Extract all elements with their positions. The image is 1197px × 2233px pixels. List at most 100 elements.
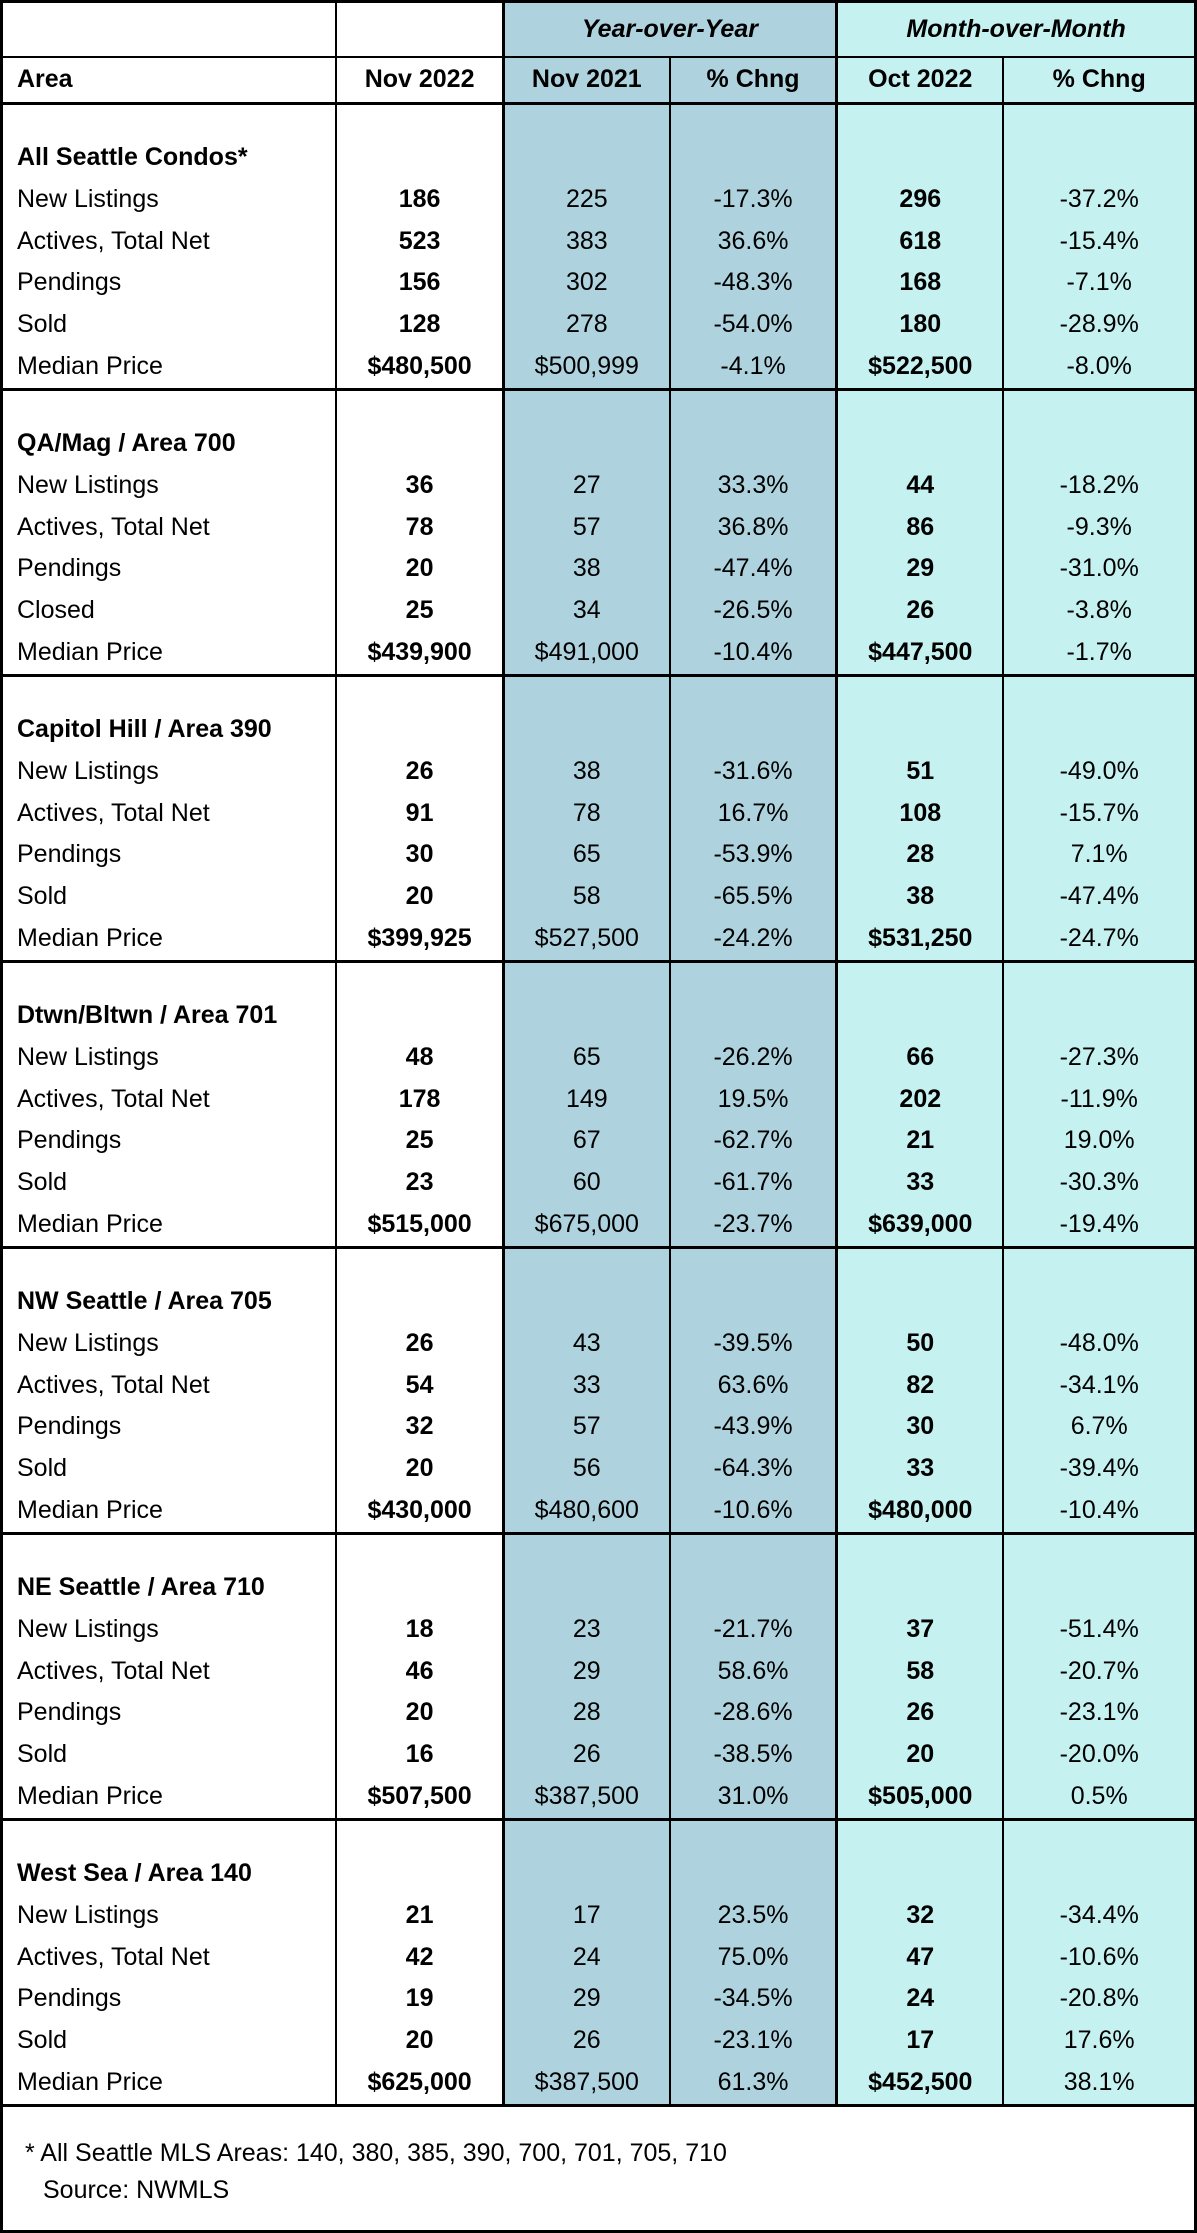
section-title-row: NW Seattle / Area 705 [3, 1281, 1194, 1323]
cell-yoy-pct: 16.7% [670, 793, 837, 835]
cell-nov2022: 20 [336, 2020, 503, 2062]
cell-yoy-pct: 36.6% [670, 221, 837, 263]
cell-nov2022: 30 [336, 834, 503, 876]
cell-mom-pct: -51.4% [1003, 1609, 1194, 1651]
row-label: Pendings [3, 262, 336, 304]
col-header-area: Area [3, 57, 336, 103]
table-row: New Listings362733.3%44-18.2% [3, 465, 1194, 507]
cell-nov2021: 383 [503, 221, 670, 263]
cell-nov2022: 25 [336, 1120, 503, 1162]
section-title-row: West Sea / Area 140 [3, 1853, 1194, 1895]
cell-nov2022: 42 [336, 1937, 503, 1979]
cell-nov2022: 78 [336, 507, 503, 549]
cell-nov2022: 32 [336, 1406, 503, 1448]
cell-oct2022: 50 [837, 1323, 1004, 1365]
row-label: New Listings [3, 1895, 336, 1937]
cell-nov2021: 43 [503, 1323, 670, 1365]
row-label: Median Price [3, 2062, 336, 2105]
cell-nov2022: 25 [336, 590, 503, 632]
row-label: Pendings [3, 548, 336, 590]
row-label: Sold [3, 304, 336, 346]
section-title: NE Seattle / Area 710 [3, 1567, 336, 1609]
header-yoy-group: Year-over-Year [503, 3, 836, 57]
cell-nov2021: 58 [503, 876, 670, 918]
cell-yoy-pct: -47.4% [670, 548, 837, 590]
row-label: Actives, Total Net [3, 1651, 336, 1693]
table-row: Median Price$515,000$675,000-23.7%$639,0… [3, 1204, 1194, 1247]
cell-nov2021: 23 [503, 1609, 670, 1651]
cell-oct2022: 37 [837, 1609, 1004, 1651]
table-row: Actives, Total Net462958.6%58-20.7% [3, 1651, 1194, 1693]
cell-mom-pct: -1.7% [1003, 632, 1194, 675]
cell-nov2021: 27 [503, 465, 670, 507]
gap-row [3, 1247, 1194, 1281]
cell-nov2022: 178 [336, 1079, 503, 1121]
cell-yoy-pct: -24.2% [670, 918, 837, 961]
cell-mom-pct: -31.0% [1003, 548, 1194, 590]
cell-nov2022: 19 [336, 1978, 503, 2020]
cell-yoy-pct: -54.0% [670, 304, 837, 346]
table-row: Median Price$480,500$500,999-4.1%$522,50… [3, 346, 1194, 389]
row-label: Pendings [3, 834, 336, 876]
cell-mom-pct: 6.7% [1003, 1406, 1194, 1448]
cell-mom-pct: -8.0% [1003, 346, 1194, 389]
cell-mom-pct: 0.5% [1003, 1776, 1194, 1819]
cell-yoy-pct: 36.8% [670, 507, 837, 549]
cell-oct2022: $531,250 [837, 918, 1004, 961]
row-label: New Listings [3, 1323, 336, 1365]
footer-source: Source: NWMLS [25, 2172, 1180, 2210]
cell-mom-pct: -34.4% [1003, 1895, 1194, 1937]
row-label: Actives, Total Net [3, 1365, 336, 1407]
cell-nov2021: $387,500 [503, 2062, 670, 2105]
cell-nov2021: 65 [503, 834, 670, 876]
row-label: Pendings [3, 1406, 336, 1448]
cell-nov2021: 67 [503, 1120, 670, 1162]
cell-nov2021: 60 [503, 1162, 670, 1204]
row-label: Closed [3, 590, 336, 632]
cell-yoy-pct: -31.6% [670, 751, 837, 793]
cell-nov2022: $439,900 [336, 632, 503, 675]
col-header-oct2022: Oct 2022 [837, 57, 1004, 103]
table-row: Actives, Total Net543363.6%82-34.1% [3, 1365, 1194, 1407]
cell-oct2022: 66 [837, 1037, 1004, 1079]
cell-oct2022: 38 [837, 876, 1004, 918]
row-label: New Listings [3, 1609, 336, 1651]
cell-oct2022: 33 [837, 1162, 1004, 1204]
cell-yoy-pct: -17.3% [670, 179, 837, 221]
cell-nov2021: $387,500 [503, 1776, 670, 1819]
table-row: Pendings3065-53.9%287.1% [3, 834, 1194, 876]
table-row: Pendings156302-48.3%168-7.1% [3, 262, 1194, 304]
cell-oct2022: $522,500 [837, 346, 1004, 389]
table-row: Actives, Total Net917816.7%108-15.7% [3, 793, 1194, 835]
table-row: Closed2534-26.5%26-3.8% [3, 590, 1194, 632]
cell-oct2022: 618 [837, 221, 1004, 263]
cell-nov2022: 20 [336, 1692, 503, 1734]
cell-mom-pct: -27.3% [1003, 1037, 1194, 1079]
cell-nov2021: 29 [503, 1978, 670, 2020]
cell-nov2022: 46 [336, 1651, 503, 1693]
cell-nov2022: 21 [336, 1895, 503, 1937]
row-label: New Listings [3, 1037, 336, 1079]
cell-yoy-pct: 19.5% [670, 1079, 837, 1121]
cell-nov2022: 91 [336, 793, 503, 835]
cell-nov2022: $507,500 [336, 1776, 503, 1819]
gap-row [3, 103, 1194, 137]
row-label: Actives, Total Net [3, 1937, 336, 1979]
row-label: New Listings [3, 465, 336, 507]
cell-nov2021: 302 [503, 262, 670, 304]
cell-yoy-pct: -10.4% [670, 632, 837, 675]
table-row: Sold128278-54.0%180-28.9% [3, 304, 1194, 346]
cell-nov2021: 225 [503, 179, 670, 221]
section-title-row: NE Seattle / Area 710 [3, 1567, 1194, 1609]
row-label: Pendings [3, 1978, 336, 2020]
cell-yoy-pct: -10.6% [670, 1490, 837, 1533]
table-row: Pendings2038-47.4%29-31.0% [3, 548, 1194, 590]
row-label: Pendings [3, 1692, 336, 1734]
cell-oct2022: 108 [837, 793, 1004, 835]
cell-yoy-pct: -34.5% [670, 1978, 837, 2020]
row-label: Median Price [3, 1490, 336, 1533]
cell-mom-pct: -34.1% [1003, 1365, 1194, 1407]
cell-oct2022: $505,000 [837, 1776, 1004, 1819]
cell-nov2022: 36 [336, 465, 503, 507]
row-label: Sold [3, 876, 336, 918]
